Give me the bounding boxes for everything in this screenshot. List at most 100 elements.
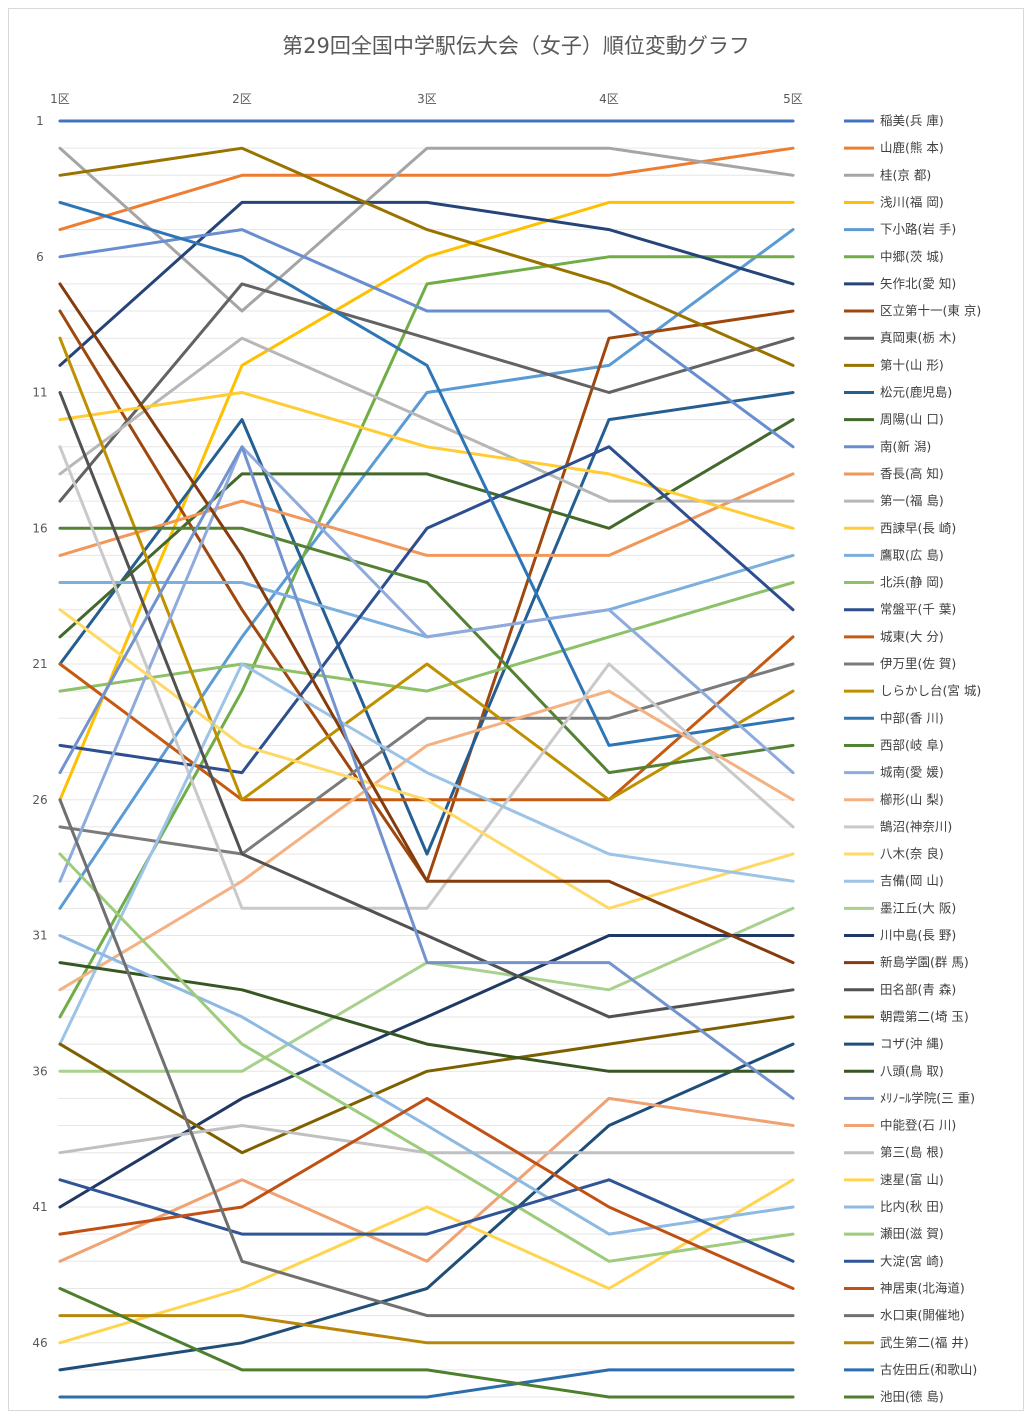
series-line: [58, 200, 795, 747]
legend-label: 川中島(長 野): [880, 928, 956, 943]
y-tick-label: 46: [32, 1336, 47, 1350]
legend-label: 松元(鹿児島): [880, 385, 952, 400]
series-line: [58, 934, 795, 1236]
legend-label: 神居東(北海道): [880, 1280, 965, 1295]
series-line: [58, 255, 795, 1019]
series-line: [58, 391, 795, 856]
y-tick-label: 36: [32, 1064, 47, 1078]
series-line: [58, 1096, 795, 1263]
series-line: [58, 391, 795, 530]
legend-label: 真岡東(栃 木): [880, 330, 956, 345]
legend-label: ﾒﾘﾉｰﾙ学院(三 重): [880, 1090, 975, 1105]
series-line: [58, 445, 795, 775]
y-tick-label: 31: [32, 929, 47, 943]
x-tick-label: 3区: [417, 92, 437, 106]
legend-label: 常盤平(千 葉): [880, 602, 956, 617]
legend-label: しらかし台(宮 城): [880, 683, 981, 698]
y-tick-label: 11: [32, 386, 47, 400]
legend-label: 城南(愛 媛): [880, 765, 944, 780]
legend-label: 桂(京 都): [880, 167, 931, 182]
series-line: [58, 146, 795, 232]
legend-label: 矢作北(愛 知): [880, 276, 956, 291]
legend-label: 稲美(兵 庫): [880, 113, 944, 128]
series-line: [58, 228, 795, 910]
legend-label: 八木(奈 良): [880, 846, 944, 861]
legend-label: 瀬田(滋 賀): [880, 1226, 944, 1241]
legend-label: 城東(大 分): [880, 629, 944, 644]
legend-label: 下小路(岩 手): [880, 222, 956, 237]
y-tick-label: 26: [32, 793, 47, 807]
legend-label: 水口東(開催地): [880, 1308, 965, 1323]
y-tick-label: 1: [36, 114, 44, 128]
chart-frame: [8, 8, 1024, 1411]
legend-label: 速星(富 山): [880, 1172, 944, 1187]
legend-label: 田名部(青 森): [880, 982, 956, 997]
series-line: [58, 445, 795, 1100]
y-tick-label: 16: [32, 521, 47, 535]
series-line: [58, 445, 795, 910]
series-line: [58, 282, 795, 965]
legend-label: 第十(山 形): [880, 357, 944, 372]
y-tick-label: 21: [32, 657, 47, 671]
legend-label: 中部(香 川): [880, 710, 944, 725]
series-line: [58, 309, 795, 883]
x-tick-label: 5区: [783, 92, 803, 106]
series-line: [58, 526, 795, 775]
x-tick-label: 1区: [50, 92, 70, 106]
x-axis-ticks: 1区 2区 3区 4区 5区: [50, 92, 803, 106]
series-line: [58, 553, 795, 639]
legend-label: 第一(福 島): [880, 493, 944, 508]
series-line: [58, 1314, 795, 1345]
series-line: [58, 1015, 795, 1155]
legend-label: 大淀(宮 崎): [880, 1253, 944, 1268]
legend-label: 八頭(鳥 取): [880, 1063, 944, 1078]
legend-label: コザ(沖 縄): [880, 1036, 944, 1051]
legend-label: 櫛形(山 梨): [880, 792, 944, 807]
series-line: [58, 1096, 795, 1290]
legend-label: 西部(岐 阜): [880, 737, 944, 752]
legend-label: 吉備(岡 山): [880, 873, 944, 888]
legend-label: 伊万里(佐 賀): [880, 656, 956, 671]
legend-label: 中能登(石 川): [880, 1118, 956, 1133]
legend-label: 朝霞第二(埼 玉): [880, 1009, 969, 1024]
x-tick-label: 4区: [599, 92, 619, 106]
series-lines: [58, 119, 795, 1399]
series-line: [58, 689, 795, 992]
series-line: [58, 852, 795, 1263]
legend-label: 古佐田丘(和歌山): [880, 1362, 977, 1377]
legend-label: 第三(島 根): [880, 1145, 944, 1160]
series-line: [58, 1124, 795, 1155]
series-line: [58, 798, 795, 1318]
series-line: [58, 662, 795, 1046]
series-line: [58, 200, 795, 367]
legend: 稲美(兵 庫) 山鹿(熊 本) 桂(京 都) 浅川(福 岡) 下小路(岩 手) 中郷(茨 …: [844, 113, 981, 1404]
series-line: [58, 1042, 795, 1372]
legend-label: 武生第二(福 井): [880, 1335, 969, 1350]
legend-label: 鵠沼(神奈川): [880, 819, 952, 834]
series-line: [58, 146, 795, 367]
series-line: [58, 282, 795, 503]
legend-label: 周陽(山 口): [880, 412, 944, 427]
legend-label: 墨江丘(大 阪): [880, 900, 956, 915]
series-line: [58, 1368, 795, 1399]
series-line: [58, 662, 795, 856]
y-tick-label: 41: [32, 1200, 47, 1214]
legend-label: 南(新 潟): [880, 439, 931, 454]
legend-label: 新島学園(群 馬): [880, 955, 969, 970]
legend-label: 北浜(静 岡): [880, 575, 944, 590]
legend-label: 池田(徳 島): [880, 1389, 944, 1404]
legend-label: 中郷(茨 城): [880, 249, 944, 264]
legend-label: 西諫早(長 崎): [880, 520, 956, 535]
legend-label: 区立第十一(東 京): [880, 303, 981, 318]
legend-label: 香長(高 知): [880, 466, 944, 481]
legend-label: 山鹿(熊 本): [880, 140, 944, 155]
series-line: [58, 581, 795, 693]
legend-label: 鷹取(広 島): [880, 547, 944, 562]
series-line: [58, 445, 795, 883]
x-tick-label: 2区: [232, 92, 252, 106]
y-tick-label: 6: [36, 250, 44, 264]
series-line: [58, 472, 795, 557]
legend-label: 浅川(福 岡): [880, 194, 944, 209]
